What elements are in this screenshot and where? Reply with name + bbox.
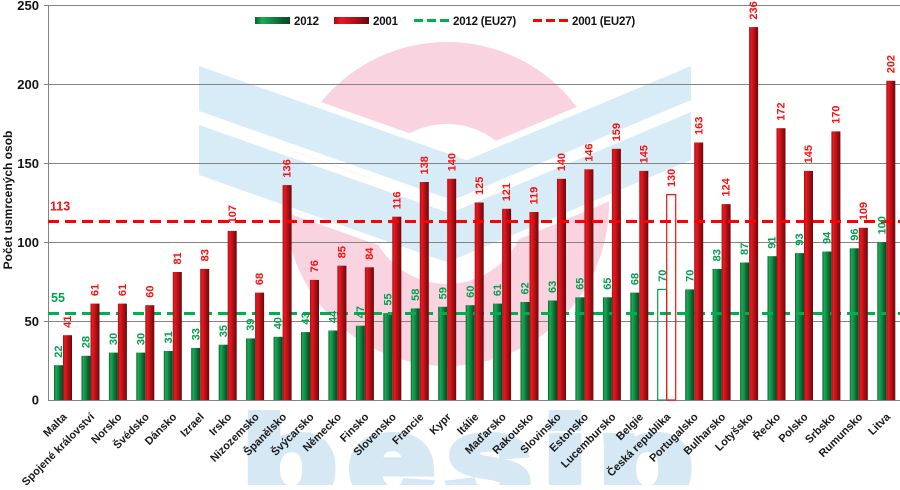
svg-text:55: 55 <box>382 293 394 305</box>
svg-text:65: 65 <box>575 278 587 290</box>
svg-text:140: 140 <box>556 153 568 171</box>
svg-text:50: 50 <box>25 314 39 329</box>
svg-text:40: 40 <box>273 317 285 329</box>
svg-text:61: 61 <box>492 284 504 296</box>
svg-text:22: 22 <box>53 345 65 357</box>
svg-text:65: 65 <box>602 278 614 290</box>
svg-text:163: 163 <box>693 117 705 135</box>
svg-text:202: 202 <box>885 55 897 73</box>
svg-text:150: 150 <box>17 156 39 171</box>
svg-text:besip: besip <box>243 394 705 485</box>
svg-text:84: 84 <box>364 247 376 260</box>
svg-text:58: 58 <box>410 289 422 301</box>
svg-text:39: 39 <box>245 319 257 331</box>
svg-text:250: 250 <box>17 0 39 13</box>
svg-text:200: 200 <box>17 77 39 92</box>
svg-text:33: 33 <box>190 328 202 340</box>
svg-text:44: 44 <box>328 310 340 323</box>
svg-text:28: 28 <box>81 336 93 348</box>
svg-text:2012: 2012 <box>294 16 319 28</box>
svg-text:109: 109 <box>858 202 870 220</box>
svg-text:61: 61 <box>90 284 102 296</box>
svg-text:55: 55 <box>51 291 65 305</box>
svg-text:2001 (EU27): 2001 (EU27) <box>572 16 635 28</box>
svg-text:140: 140 <box>446 153 458 171</box>
svg-text:30: 30 <box>135 333 147 345</box>
svg-text:125: 125 <box>474 177 486 195</box>
svg-text:116: 116 <box>391 191 403 209</box>
svg-text:2001: 2001 <box>373 16 399 28</box>
svg-text:119: 119 <box>529 187 541 205</box>
svg-text:2012 (EU27): 2012 (EU27) <box>453 16 516 28</box>
svg-text:159: 159 <box>611 123 623 141</box>
svg-text:121: 121 <box>501 183 513 201</box>
svg-text:130: 130 <box>666 169 678 187</box>
svg-text:172: 172 <box>776 102 788 120</box>
svg-text:145: 145 <box>638 145 650 163</box>
svg-text:61: 61 <box>117 284 129 296</box>
svg-text:170: 170 <box>831 106 843 124</box>
svg-text:94: 94 <box>822 231 834 244</box>
svg-text:124: 124 <box>721 177 733 196</box>
svg-text:81: 81 <box>172 252 184 264</box>
svg-text:96: 96 <box>849 229 861 241</box>
svg-text:68: 68 <box>629 273 641 285</box>
svg-text:87: 87 <box>739 243 751 255</box>
svg-text:68: 68 <box>254 273 266 285</box>
svg-text:70: 70 <box>657 270 669 282</box>
svg-text:59: 59 <box>437 287 449 299</box>
svg-text:138: 138 <box>419 156 431 174</box>
svg-text:0: 0 <box>32 393 39 408</box>
svg-text:236: 236 <box>748 1 760 19</box>
svg-text:93: 93 <box>794 233 806 245</box>
svg-text:100: 100 <box>876 216 888 234</box>
svg-text:41: 41 <box>62 315 74 327</box>
svg-text:63: 63 <box>547 281 559 293</box>
svg-text:43: 43 <box>300 312 312 324</box>
svg-text:47: 47 <box>355 306 367 318</box>
svg-text:35: 35 <box>218 325 230 337</box>
svg-text:146: 146 <box>584 143 596 161</box>
svg-text:136: 136 <box>282 159 294 177</box>
svg-text:107: 107 <box>227 205 239 223</box>
svg-text:30: 30 <box>108 333 120 345</box>
svg-text:76: 76 <box>309 260 321 272</box>
svg-text:60: 60 <box>144 285 156 297</box>
svg-text:31: 31 <box>163 331 175 343</box>
svg-text:62: 62 <box>520 282 532 294</box>
svg-text:100: 100 <box>17 235 39 250</box>
svg-text:113: 113 <box>50 200 70 214</box>
svg-text:85: 85 <box>337 246 349 258</box>
svg-text:91: 91 <box>767 236 779 248</box>
svg-text:Počet usmrcených osob: Počet usmrcených osob <box>1 131 15 270</box>
svg-text:145: 145 <box>803 145 815 163</box>
svg-text:83: 83 <box>199 249 211 261</box>
svg-text:60: 60 <box>465 285 477 297</box>
svg-text:70: 70 <box>684 270 696 282</box>
svg-text:83: 83 <box>712 249 724 261</box>
